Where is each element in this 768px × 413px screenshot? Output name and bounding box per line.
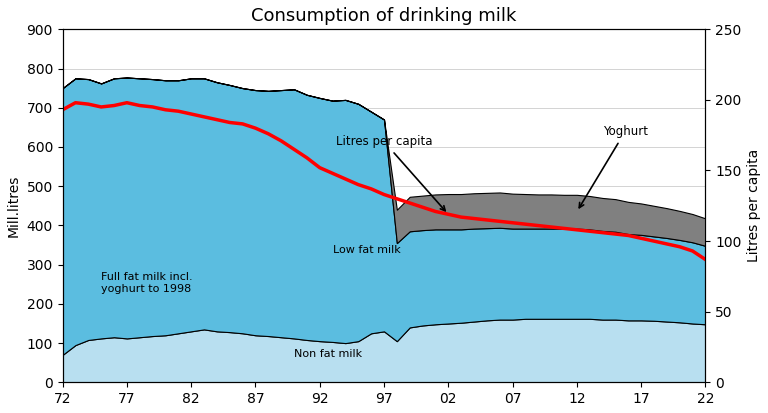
Y-axis label: Mill.litres: Mill.litres	[7, 175, 21, 237]
Text: Low fat milk: Low fat milk	[333, 245, 400, 255]
Text: Full fat milk incl.
yoghurt to 1998: Full fat milk incl. yoghurt to 1998	[101, 273, 193, 294]
Text: Litres per capita: Litres per capita	[336, 135, 445, 211]
Y-axis label: Litres per capita: Litres per capita	[747, 149, 761, 262]
Text: Yoghurt: Yoghurt	[579, 125, 647, 208]
Text: Non fat milk: Non fat milk	[294, 349, 362, 359]
Title: Consumption of drinking milk: Consumption of drinking milk	[251, 7, 517, 25]
